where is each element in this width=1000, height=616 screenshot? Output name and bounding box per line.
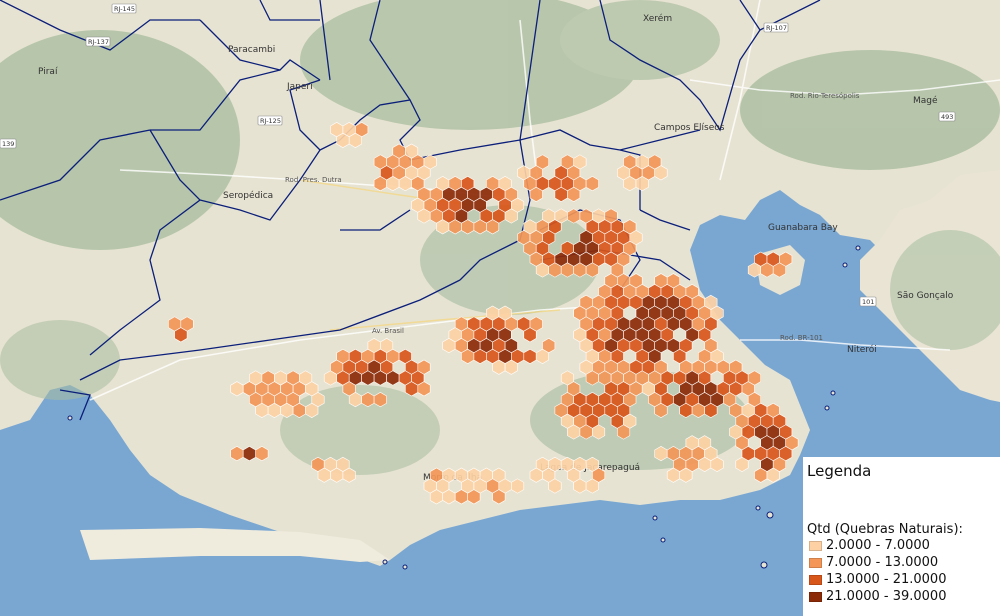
islands — [67, 245, 861, 570]
legend-item-label: 13.0000 - 21.0000 — [826, 572, 947, 587]
legend-item-label: 21.0000 - 39.0000 — [826, 589, 947, 604]
hex-cell — [174, 327, 188, 343]
hex-cell — [735, 456, 749, 472]
hex-cell — [504, 359, 518, 375]
label-pirai: Piraí — [38, 67, 58, 77]
legend-subtitle: Qtd (Quebras Naturais): — [807, 522, 963, 537]
legend-panel: Legenda Qtd (Quebras Naturais): 2.0000 -… — [803, 457, 1000, 616]
label-niteroi: Niterói — [847, 344, 877, 355]
legend-swatch — [809, 540, 822, 551]
hex-cell — [529, 186, 543, 202]
label-sao-goncalo: São Gonçalo — [897, 291, 954, 301]
road-labels: Av. Brasil Rod. Pres. Dutra Rod. BR-101 … — [285, 92, 860, 342]
label-mage: Magé — [913, 95, 938, 106]
hex-cell — [492, 489, 506, 505]
legend-swatch — [809, 557, 822, 568]
hex-cell — [617, 424, 631, 440]
label-rod-br101: Rod. BR-101 — [780, 334, 823, 342]
label-seropedica: Seropédica — [223, 190, 273, 201]
municipal-borders — [0, 0, 821, 421]
terrain-shading — [0, 0, 1000, 475]
hex-cell — [348, 132, 362, 148]
hex-cell — [255, 446, 269, 462]
label-campos-eliseos: Campos Elíseos — [654, 123, 725, 133]
hex-cell — [504, 208, 518, 224]
hex-cell — [373, 392, 387, 408]
shield-139: 139 — [0, 138, 17, 149]
shield-493: 493 — [938, 111, 956, 122]
shield-rj145: RJ-145 — [111, 3, 137, 14]
hex-cell — [548, 478, 562, 494]
svg-text:493: 493 — [941, 113, 953, 121]
svg-text:RJ-107: RJ-107 — [766, 24, 787, 32]
road-shields: RJ-145 RJ-137 RJ-125 RJ-107 139 101 493 — [0, 3, 956, 307]
svg-text:RJ-145: RJ-145 — [114, 5, 135, 13]
land-sandbar — [80, 528, 390, 562]
hex-cell — [511, 478, 525, 494]
hex-cell — [772, 262, 786, 278]
label-paracambi: Paracambi — [228, 45, 275, 55]
legend-item: 13.0000 - 21.0000 — [809, 571, 996, 588]
legend-item: 7.0000 - 13.0000 — [809, 554, 996, 571]
hex-cell — [523, 327, 537, 343]
legend-item-label: 2.0000 - 7.0000 — [826, 538, 930, 553]
hex-cell — [635, 176, 649, 192]
legend-swatch — [809, 591, 822, 602]
hex-cell — [342, 467, 356, 483]
legend-item-label: 7.0000 - 13.0000 — [826, 555, 939, 570]
svg-text:101: 101 — [862, 298, 874, 306]
shield-rj137: RJ-137 — [85, 36, 111, 47]
hex-cell — [585, 478, 599, 494]
hex-cell — [766, 467, 780, 483]
legend-item: 2.0000 - 7.0000 — [809, 537, 996, 554]
hexbin-layer — [168, 122, 799, 505]
label-av-brasil: Av. Brasil — [372, 327, 404, 335]
svg-text:139: 139 — [2, 140, 14, 148]
label-rod-pres-dutra: Rod. Pres. Dutra — [285, 176, 342, 184]
label-guanabara-bay: Guanabara Bay — [768, 223, 838, 233]
hex-cell — [585, 176, 599, 192]
svg-text:RJ-137: RJ-137 — [88, 38, 109, 46]
shield-101: 101 — [859, 296, 877, 307]
label-rod-rio-teresopolis: Rod. Rio-Teresópolis — [790, 92, 860, 100]
hex-cell — [654, 402, 668, 418]
hex-cell — [417, 381, 431, 397]
legend-swatch — [809, 574, 822, 585]
hex-cell — [679, 467, 693, 483]
legend-item: 21.0000 - 39.0000 — [809, 588, 996, 605]
shield-rj107: RJ-107 — [763, 22, 789, 33]
hex-cell — [592, 424, 606, 440]
shield-rj125: RJ-125 — [257, 115, 283, 126]
svg-text:RJ-125: RJ-125 — [260, 117, 281, 125]
label-xerem: Xerém — [643, 13, 672, 24]
hex-cell — [486, 219, 500, 235]
label-japeri: Japeri — [286, 82, 313, 92]
hex-cell — [654, 165, 668, 181]
hex-cell — [567, 186, 581, 202]
hex-cell — [535, 348, 549, 364]
hex-cell — [467, 489, 481, 505]
hex-cell — [305, 402, 319, 418]
legend-title: Legenda — [807, 462, 872, 480]
hex-cell — [704, 402, 718, 418]
hex-cell — [585, 262, 599, 278]
hex-cell — [710, 456, 724, 472]
